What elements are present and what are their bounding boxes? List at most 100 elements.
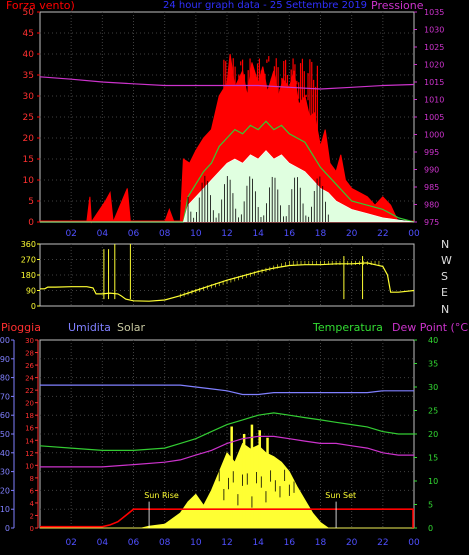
- humidity-label: Umidita: [68, 321, 111, 334]
- compass-n-top: N: [441, 238, 449, 251]
- wind-left-tick: 25: [23, 113, 34, 123]
- wind-time-tick: 14: [252, 229, 264, 239]
- temperature-label: Temperatura: [312, 321, 383, 334]
- pct-tick: 50: [0, 430, 10, 439]
- pressure-right-tick: 1010: [424, 96, 444, 105]
- bottom-time-tick: 20: [346, 538, 358, 548]
- temp-tick: 0: [428, 524, 433, 533]
- temp-tick: 15: [428, 454, 438, 463]
- wind-left-tick: 5: [28, 197, 34, 207]
- pct-tick: 10: [0, 505, 10, 514]
- wind-pressure-panel: 0510152025303540455097598098599099510001…: [23, 8, 445, 239]
- compass-n-bottom: N: [441, 303, 449, 316]
- compass-s: S: [441, 270, 448, 283]
- pct-tick: 20: [0, 486, 10, 495]
- solar-label: Solar: [117, 321, 146, 334]
- dir-left-tick: 360: [21, 240, 36, 249]
- pressure-right-tick: 990: [424, 166, 439, 175]
- compass-w: W: [441, 254, 452, 267]
- rain-tick: 20: [25, 400, 34, 408]
- rain-tick: 30: [25, 337, 34, 345]
- wind-avg-line: [40, 120, 415, 223]
- rain-tick: 8: [30, 475, 34, 483]
- rain-tick: 26: [25, 362, 34, 370]
- wind-time-tick: 10: [190, 229, 202, 239]
- temp-tick: 10: [428, 477, 438, 486]
- dir-left-tick: 90: [26, 287, 36, 296]
- chart-title: 24 hour graph data - 25 Settembre 2019: [163, 0, 367, 11]
- solar-area: [40, 442, 414, 529]
- wind-left-tick: 35: [23, 71, 34, 81]
- temp-tick: 35: [428, 360, 438, 369]
- wind-time-tick: 12: [221, 229, 232, 239]
- temp-tick: 25: [428, 407, 438, 416]
- wind-left-tick: 30: [23, 92, 35, 102]
- wind-time-tick: 22: [377, 229, 388, 239]
- rain-line: [40, 508, 414, 528]
- bottom-time-tick: 22: [377, 538, 388, 548]
- wind-time-tick: 00: [408, 229, 420, 239]
- pressure-right-tick: 1015: [424, 78, 444, 87]
- dewpoint-label: Dew Point (°C): [392, 321, 469, 334]
- rain-tick: 6: [30, 487, 35, 495]
- pct-tick: 90: [0, 355, 10, 364]
- pressure-line: [39, 76, 415, 90]
- rain-tick: 12: [25, 450, 34, 458]
- bottom-time-tick: 04: [97, 538, 109, 548]
- pressure-right-tick: 980: [424, 201, 439, 210]
- rain-tick: 28: [25, 350, 34, 358]
- dir-left-tick: 270: [21, 256, 36, 265]
- wind-left-tick: 0: [28, 218, 34, 228]
- rain-label: Pioggia: [1, 321, 41, 334]
- pressure-right-tick: 1030: [424, 26, 444, 35]
- bottom-time-tick: 12: [221, 538, 232, 548]
- bottom-time-tick: 06: [128, 538, 140, 548]
- wind-left-tick: 40: [23, 50, 35, 60]
- pct-tick: 30: [0, 468, 10, 477]
- rain-tick: 2: [30, 512, 34, 520]
- wind-time-tick: 02: [65, 229, 76, 239]
- wind-time-tick: 20: [346, 229, 358, 239]
- bottom-time-tick: 02: [65, 538, 76, 548]
- wind-left-tick: 10: [23, 176, 35, 186]
- dir-left-tick: 0: [31, 302, 36, 311]
- rain-tick: 16: [25, 425, 34, 433]
- rain-tick: 4: [30, 500, 35, 508]
- pressure-right-tick: 1005: [424, 113, 444, 122]
- wind-time-tick: 06: [128, 229, 140, 239]
- wind-time-tick: 04: [97, 229, 109, 239]
- wind-time-tick: 16: [284, 229, 296, 239]
- humidity-line: [40, 384, 414, 396]
- bottom-time-tick: 14: [252, 538, 264, 548]
- bottom-time-tick: 10: [190, 538, 202, 548]
- pressure-right-tick: 1020: [424, 61, 444, 70]
- pressure-right-tick: 1025: [424, 43, 444, 52]
- dir-left-tick: 180: [21, 271, 36, 280]
- pct-tick: 60: [0, 411, 10, 420]
- bottom-time-tick: 00: [408, 538, 420, 548]
- wind-left-tick: 15: [23, 155, 34, 165]
- wind-time-tick: 08: [159, 229, 171, 239]
- wind-left-tick: 20: [23, 134, 35, 144]
- rain-tick: 0: [30, 525, 34, 533]
- dewpoint-line: [40, 435, 414, 468]
- pressure-right-tick: 995: [424, 148, 439, 157]
- temp-tick: 5: [428, 501, 433, 510]
- bottom-time-tick: 16: [284, 538, 296, 548]
- pct-tick: 80: [0, 374, 10, 383]
- temp-tick: 20: [428, 430, 438, 439]
- rain-tick: 10: [25, 462, 34, 470]
- rain-tick: 18: [25, 412, 34, 420]
- pressure-right-tick: 985: [424, 183, 439, 192]
- temp-humidity-solar-panel: 0102030405060708090100024681012141618202…: [0, 336, 438, 548]
- pressure-axis-label: Pressione: [371, 0, 424, 12]
- wind-direction-panel: 0 90 180 270 360: [21, 240, 415, 311]
- compass-e: E: [441, 286, 448, 299]
- pressure-right-tick: 1000: [424, 131, 444, 140]
- sunrise-label: Sun Rise: [144, 491, 179, 500]
- wind-axis-label: Forza vento): [6, 0, 75, 12]
- pct-tick: 100: [0, 336, 10, 345]
- pct-tick: 70: [0, 392, 10, 401]
- pressure-right-tick: 1035: [424, 8, 444, 17]
